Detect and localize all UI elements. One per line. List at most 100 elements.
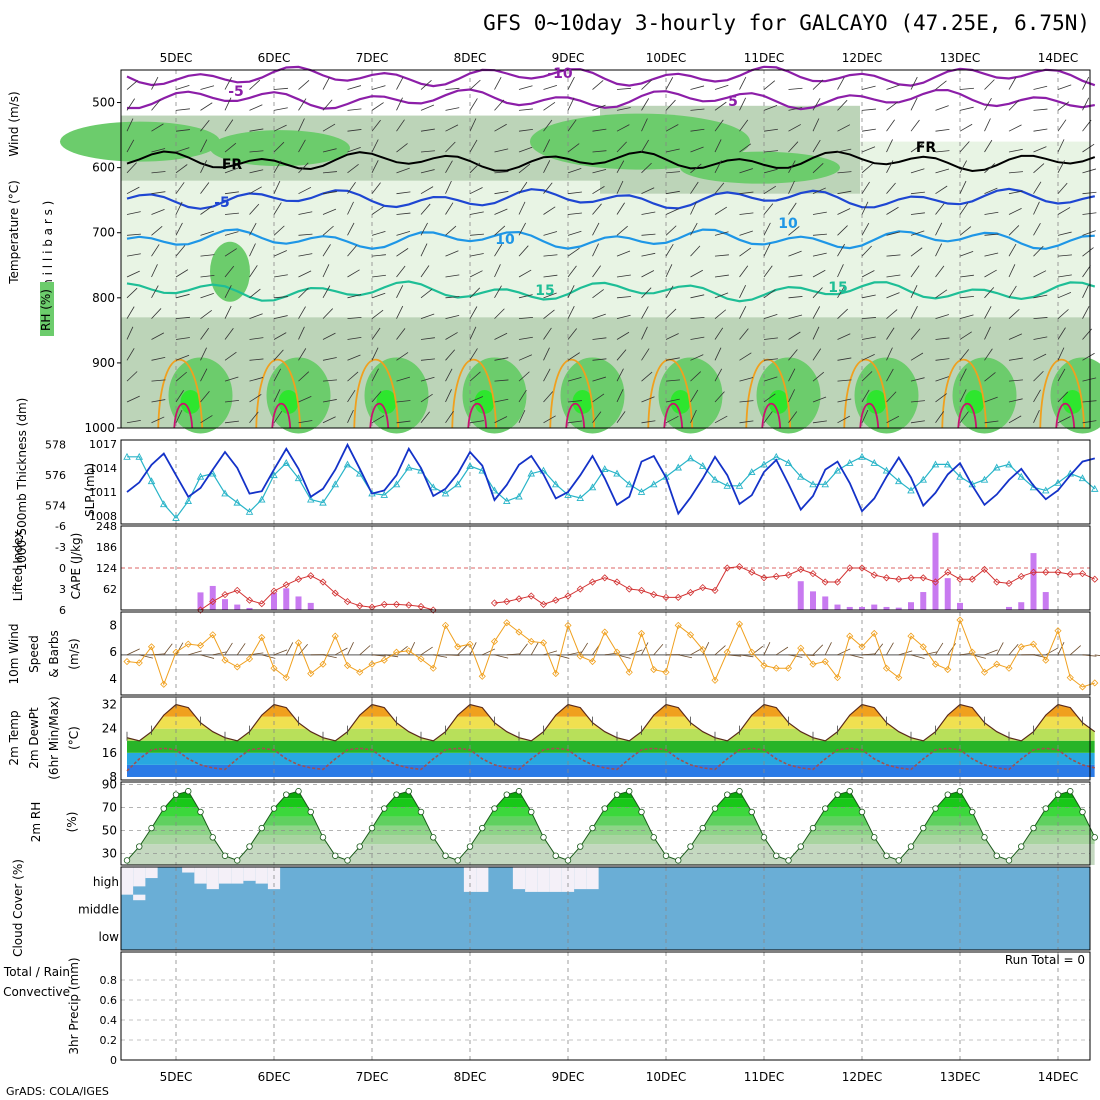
wind-barb (567, 247, 580, 257)
wind-barb (837, 190, 852, 195)
wind-barb (175, 164, 188, 174)
wind-barb (616, 274, 631, 278)
thickness-point (821, 480, 830, 488)
wind-speed-point (380, 656, 388, 664)
rh-humid-area (658, 357, 723, 434)
wind-barb (1082, 168, 1097, 174)
wind-barb (371, 347, 379, 361)
wind-barb (910, 168, 925, 174)
wind-barb (763, 337, 778, 340)
wind-barb (763, 289, 776, 299)
wind-barb (445, 180, 452, 194)
wind-barb (396, 400, 411, 403)
wind-barb (616, 160, 625, 174)
wind10m-barb (347, 642, 354, 656)
wind-barb (347, 163, 359, 174)
rh-point (944, 791, 951, 798)
wind-barb (592, 265, 601, 278)
cape-bar (1030, 553, 1037, 610)
wind-speed-point (919, 643, 927, 651)
wind-barb (739, 328, 749, 340)
li-point (882, 574, 891, 582)
wind-speed-point (503, 619, 511, 627)
rh-point (185, 788, 192, 795)
cape-bar (957, 602, 963, 610)
wind-barb (739, 143, 752, 153)
wind-barb (861, 389, 870, 403)
wind-barb (469, 162, 481, 174)
li-point (405, 601, 413, 609)
wind-barb (592, 186, 605, 195)
wind-barb (959, 87, 974, 90)
li-point (993, 578, 1001, 586)
wind-speed-point (711, 676, 719, 684)
isotherm-label: -10 (547, 66, 573, 82)
isotherm-25-loop (565, 402, 586, 429)
wind-barb (298, 395, 312, 403)
wind-barb (518, 245, 529, 257)
li-point (307, 572, 315, 580)
day-label-bottom: 6DEC (258, 1070, 291, 1084)
wind-barb (616, 411, 626, 424)
wind-barb (886, 368, 894, 382)
wind-barb (200, 230, 214, 236)
wind-barb (1082, 212, 1097, 215)
wind-barb (518, 354, 533, 361)
wind-barb (739, 191, 754, 195)
wind-barb (984, 252, 999, 257)
panel-frame-cape (120, 525, 1091, 611)
wind10m-barb (1094, 654, 1100, 656)
wind10m-barb (543, 650, 558, 656)
thickness-point (833, 466, 842, 474)
rh-point (834, 791, 841, 798)
wind-barb (298, 211, 313, 215)
wind-barb (469, 118, 477, 132)
wind-speed-point (429, 664, 437, 672)
wind-barb (126, 211, 141, 215)
wind-barb (984, 211, 999, 215)
wind-axis-label-3: & Barbs (47, 630, 61, 678)
wind-tick: 6 (109, 645, 117, 659)
thickness-point (674, 463, 683, 471)
li-point (711, 586, 719, 594)
wind-barb (641, 326, 648, 340)
wind-barb (788, 368, 796, 382)
wind-barb (812, 287, 823, 299)
wind-barb (714, 415, 728, 424)
wind-barb (494, 99, 505, 111)
wind-barb (665, 148, 680, 153)
chart-title: GFS 0~10day 3-hourly for GALCAYO (47.25E… (483, 11, 1090, 35)
li-point (1029, 568, 1038, 576)
wind-barb (861, 294, 876, 299)
wind-barb (763, 168, 778, 174)
wind-barb (1082, 377, 1097, 382)
wind-barb (1057, 274, 1072, 278)
rh-point (148, 824, 155, 832)
wind-barb (273, 225, 285, 236)
wind-speed-point (637, 629, 646, 637)
wind-barb (616, 87, 631, 90)
credit-label: GrADS: COLA/IGES (6, 1085, 109, 1098)
wind-barb (592, 289, 604, 299)
isotherm-label: 10 (495, 232, 515, 248)
wind-barb (1033, 353, 1047, 361)
precip-tick: 0.2 (100, 1034, 118, 1047)
wind-barb (273, 274, 288, 278)
wind-barb (298, 233, 313, 236)
wind-barb (714, 254, 729, 257)
thickness-point (147, 477, 156, 485)
wind10m-barb (1033, 654, 1048, 659)
wind-barb (445, 332, 458, 340)
slp-tick: 1014 (89, 462, 117, 475)
wind-speed-point (294, 639, 303, 647)
isotherm-label: FR (222, 157, 243, 173)
wind-barb (1008, 333, 1023, 340)
wind-speed-point (221, 656, 229, 664)
cloud-clear-cell (525, 867, 538, 892)
thickness-point (723, 481, 732, 489)
wind10m-barb (285, 642, 294, 656)
wind-barb (175, 269, 189, 278)
wind-barb (812, 371, 825, 382)
wind-speed-point (123, 657, 131, 666)
wind-barb (200, 368, 208, 382)
